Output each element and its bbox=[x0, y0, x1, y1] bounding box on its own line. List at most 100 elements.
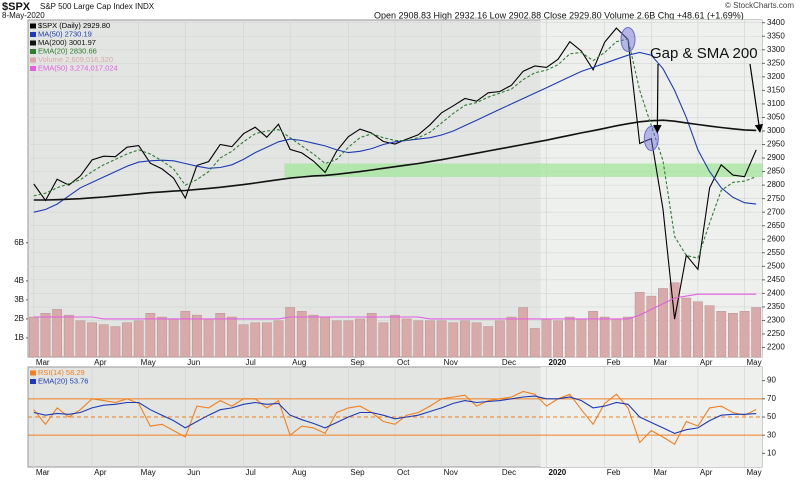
legend-swatch bbox=[30, 379, 36, 384]
volume-bar bbox=[553, 320, 563, 358]
volume-bar bbox=[343, 320, 354, 358]
volume-bar bbox=[331, 320, 342, 358]
y-tick-label: 2600 bbox=[767, 234, 785, 243]
date: 8-May-2020 bbox=[2, 11, 45, 20]
x-tick-label: Nov bbox=[444, 358, 458, 367]
volume-bar bbox=[460, 320, 470, 358]
volume-bar bbox=[518, 307, 529, 358]
x-tick-label: May bbox=[747, 468, 762, 477]
volume-bar bbox=[436, 320, 447, 358]
x-tick-label: May bbox=[747, 358, 762, 367]
credit: © StockCharts.com bbox=[725, 1, 794, 10]
volume-bar bbox=[28, 316, 39, 358]
y-tick-label: 3350 bbox=[767, 31, 785, 40]
x-tick-label: Dec bbox=[502, 358, 516, 367]
volume-bar bbox=[739, 311, 750, 358]
y-tick-label: 3250 bbox=[767, 58, 785, 67]
series-line bbox=[33, 27, 757, 320]
x-tick-label: May bbox=[141, 468, 156, 477]
y-tick-label: 2200 bbox=[767, 343, 785, 352]
volume-bar bbox=[634, 292, 645, 358]
volume-bar bbox=[63, 314, 74, 358]
legend-label: EMA(20) 53.76 bbox=[38, 376, 88, 385]
y-tick-label: 2450 bbox=[767, 275, 785, 284]
volume-bar bbox=[716, 311, 727, 358]
x-tick-label: Jul bbox=[246, 468, 256, 477]
volume-bar bbox=[227, 316, 237, 358]
volume-bar bbox=[494, 320, 505, 358]
y-tick-label: 10 bbox=[767, 448, 776, 457]
volume-bar bbox=[611, 318, 622, 358]
x-tick-label: Feb bbox=[607, 468, 621, 477]
y-tick-label: 2650 bbox=[767, 221, 785, 230]
volume-bar bbox=[448, 322, 459, 358]
y-tick-label: 3050 bbox=[767, 113, 785, 122]
volume-bar bbox=[110, 326, 121, 358]
volume-bar bbox=[145, 313, 156, 358]
highlight-circle bbox=[643, 126, 659, 152]
volume-bar bbox=[541, 318, 552, 358]
volume-bar bbox=[238, 324, 249, 358]
x-tick-label: Jun bbox=[187, 468, 200, 477]
x-tick-label: Sep bbox=[350, 468, 365, 477]
x-tick-label: Oct bbox=[397, 468, 410, 477]
volume-bar bbox=[285, 307, 296, 358]
y-tick-label: 90 bbox=[767, 376, 776, 385]
y-tick-label: 2800 bbox=[767, 180, 785, 189]
highlight-circle bbox=[620, 26, 636, 52]
x-tick-label: Mar bbox=[36, 468, 50, 477]
legend-swatch bbox=[30, 40, 36, 46]
series-line bbox=[33, 38, 757, 259]
y-tick-label: 2850 bbox=[767, 167, 785, 176]
volume-bar bbox=[40, 313, 51, 358]
annotation: Gap & SMA 200 bbox=[650, 45, 758, 62]
series-line bbox=[33, 395, 757, 434]
volume-bar bbox=[658, 288, 668, 358]
volume-bar bbox=[308, 314, 319, 358]
volume-bar bbox=[599, 316, 610, 358]
x-tick-label: Jul bbox=[246, 358, 256, 367]
x-tick-label: Apr bbox=[700, 468, 713, 477]
y-tick-label: 3200 bbox=[767, 72, 785, 81]
y-tick-label: 2750 bbox=[767, 194, 785, 203]
legend-swatch bbox=[30, 32, 36, 37]
volume-bar bbox=[273, 320, 284, 358]
legend-swatch bbox=[30, 370, 36, 376]
legend-swatch bbox=[30, 57, 36, 63]
support-band bbox=[284, 163, 762, 177]
x-tick-label: 2020 bbox=[548, 358, 566, 367]
y-tick-label: 3000 bbox=[767, 126, 785, 135]
subtitle: S&P 500 Large Cap Index INDX bbox=[40, 2, 155, 11]
volume-bar bbox=[669, 282, 680, 358]
volume-bar bbox=[483, 326, 494, 358]
y-tick-label: 2550 bbox=[767, 248, 785, 257]
volume-bar bbox=[390, 314, 400, 358]
y-tick-label: 2400 bbox=[767, 288, 785, 297]
legend-label: EMA(50) 3,274,017,024 bbox=[38, 63, 118, 72]
volume-bar bbox=[378, 322, 389, 358]
x-tick-label: Apr bbox=[700, 358, 713, 367]
x-tick-label: Feb bbox=[607, 358, 621, 367]
volume-bar bbox=[529, 328, 540, 358]
y-tick-label: 30 bbox=[767, 430, 776, 439]
y-tick-label: 2350 bbox=[767, 302, 785, 311]
volume-bar bbox=[681, 297, 692, 358]
series-line bbox=[33, 51, 757, 213]
series-line bbox=[33, 390, 757, 446]
x-tick-label: Aug bbox=[292, 358, 306, 367]
y2-tick-label: 4B bbox=[14, 276, 24, 285]
volume-bar bbox=[180, 311, 191, 358]
volume-bar bbox=[355, 318, 365, 358]
volume-bar bbox=[704, 305, 715, 358]
legend-label: EMA(20) 2830.66 bbox=[38, 46, 97, 55]
y-tick-label: 2950 bbox=[767, 140, 785, 149]
annotation-arrow bbox=[749, 63, 764, 133]
x-tick-label: Mar bbox=[653, 468, 667, 477]
y2-tick-label: 1B bbox=[14, 333, 24, 342]
volume-bar bbox=[401, 318, 412, 358]
y-tick-label: 2900 bbox=[767, 153, 785, 162]
volume-bar bbox=[75, 320, 86, 358]
legend-label: MA(50) 2730.19 bbox=[38, 29, 92, 38]
y2-tick-label: 2B bbox=[14, 314, 24, 323]
